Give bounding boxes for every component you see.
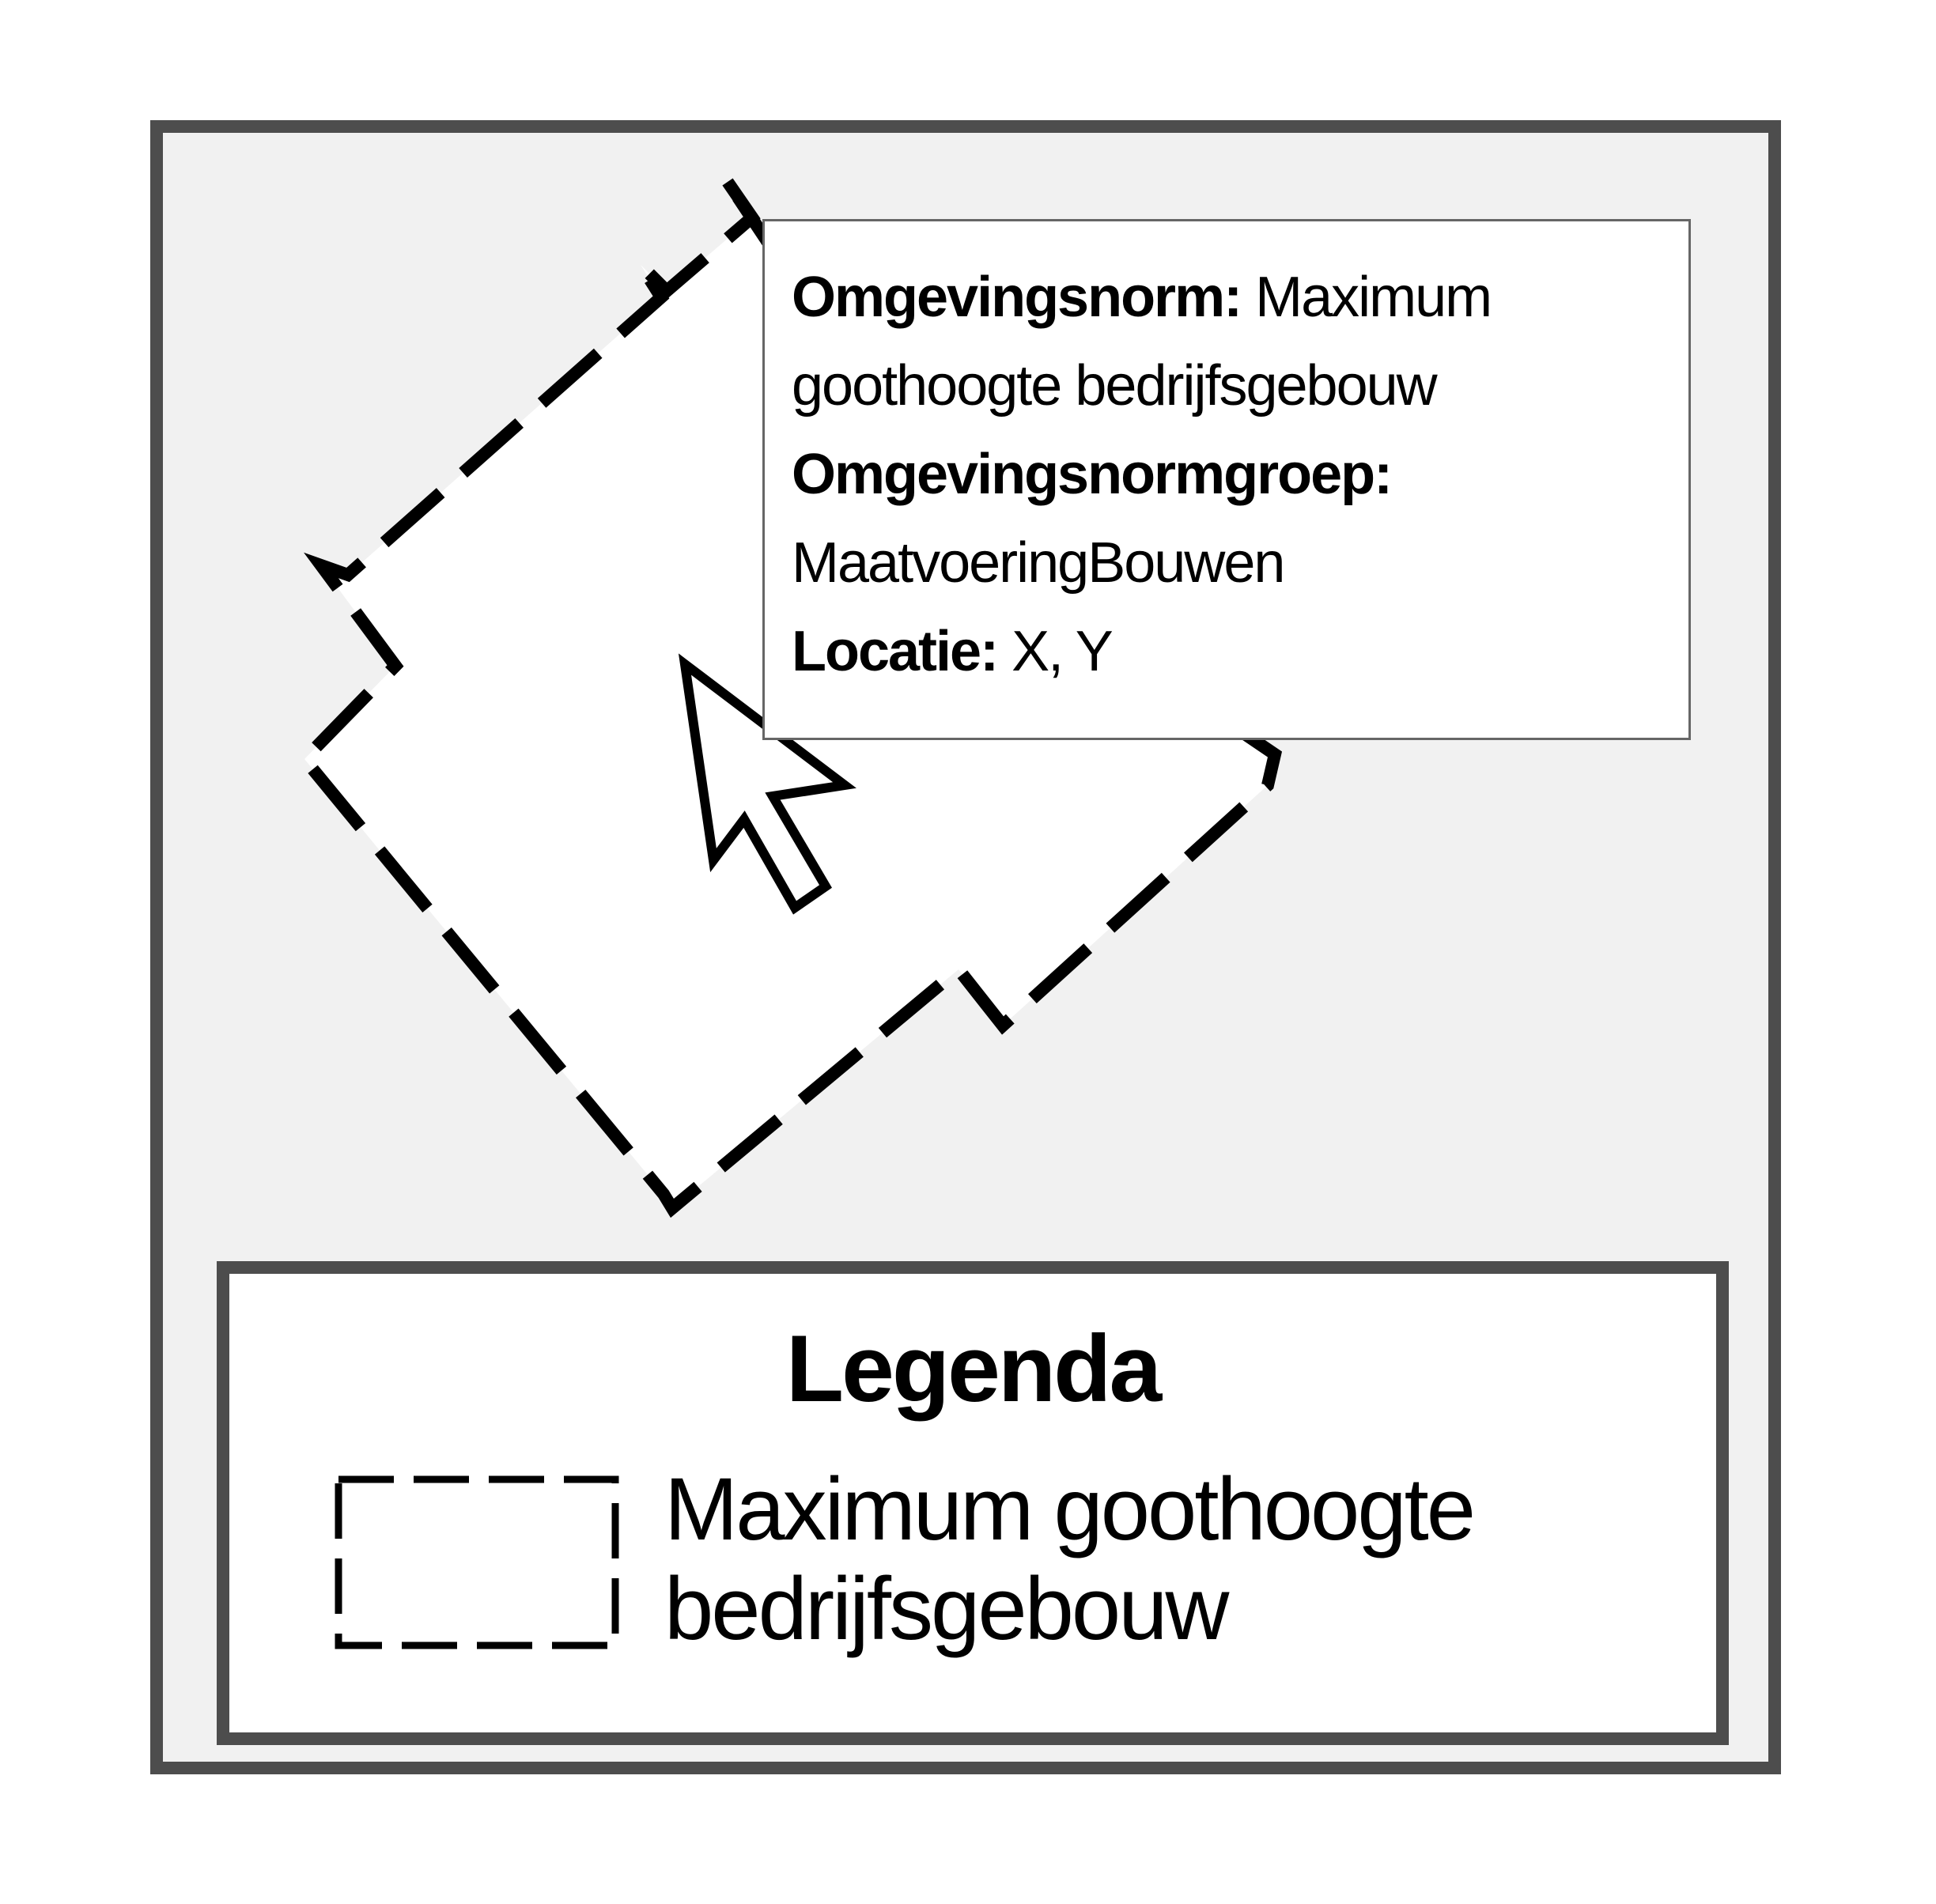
- legend-panel: Legenda Maximum goothoogte bedrijfsgebou…: [217, 1261, 1729, 1745]
- mouse-pointer-icon: [678, 653, 856, 915]
- legend-item-label-line1: Maximum goothoogte: [664, 1460, 1476, 1558]
- norm-group-label: Omgevingsnormgroep:: [792, 443, 1393, 506]
- norm-label: Omgevingsnorm:: [792, 266, 1242, 329]
- norm-line: Omgevingsnorm: Maximum: [792, 253, 1662, 342]
- legend-item-label-line2: bedrijfsgebouw: [664, 1559, 1229, 1658]
- dashed-rectangle-icon: [335, 1475, 619, 1649]
- location-value: X, Y: [1011, 620, 1114, 683]
- location-line: Locatie: X, Y: [792, 607, 1662, 696]
- norm-value: Maximum: [1255, 266, 1492, 329]
- norm-group-value: MaatvoeringBouwen: [792, 531, 1285, 595]
- norm-value-continued: goothoogte bedrijfsgebouw: [792, 354, 1438, 417]
- legend-title: Legenda: [785, 1316, 1162, 1422]
- legend-item-label: Maximum goothoogte bedrijfsgebouw: [664, 1460, 1692, 1659]
- feature-info-popup: Omgevingsnorm: Maximum goothoogte bedrij…: [762, 219, 1691, 740]
- location-label: Locatie:: [792, 620, 999, 683]
